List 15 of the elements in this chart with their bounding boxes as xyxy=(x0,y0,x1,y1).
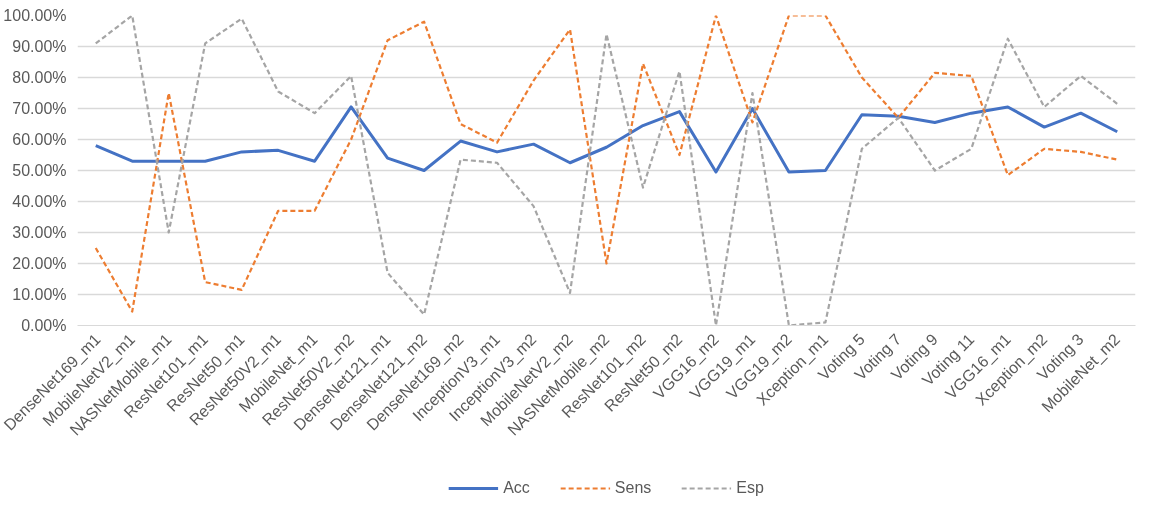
y-tick-label: 40.00% xyxy=(12,193,67,210)
y-tick-label: 0.00% xyxy=(21,317,67,334)
line-series xyxy=(94,105,1119,174)
y-tick-label: 10.00% xyxy=(12,286,67,303)
legend-label: Acc xyxy=(503,478,530,497)
legend-label: Sens xyxy=(614,478,652,497)
y-tick-label: 30.00% xyxy=(12,224,67,241)
y-tick-label: 20.00% xyxy=(12,255,67,272)
legend-label: Esp xyxy=(736,478,764,497)
y-tick-label: 100.00% xyxy=(3,7,67,24)
y-tick-label: 70.00% xyxy=(12,100,67,117)
y-tick-label: 80.00% xyxy=(12,69,67,86)
y-tick-label: 90.00% xyxy=(12,38,67,55)
y-tick-label: 50.00% xyxy=(12,162,67,179)
y-tick-label: 60.00% xyxy=(12,131,67,148)
